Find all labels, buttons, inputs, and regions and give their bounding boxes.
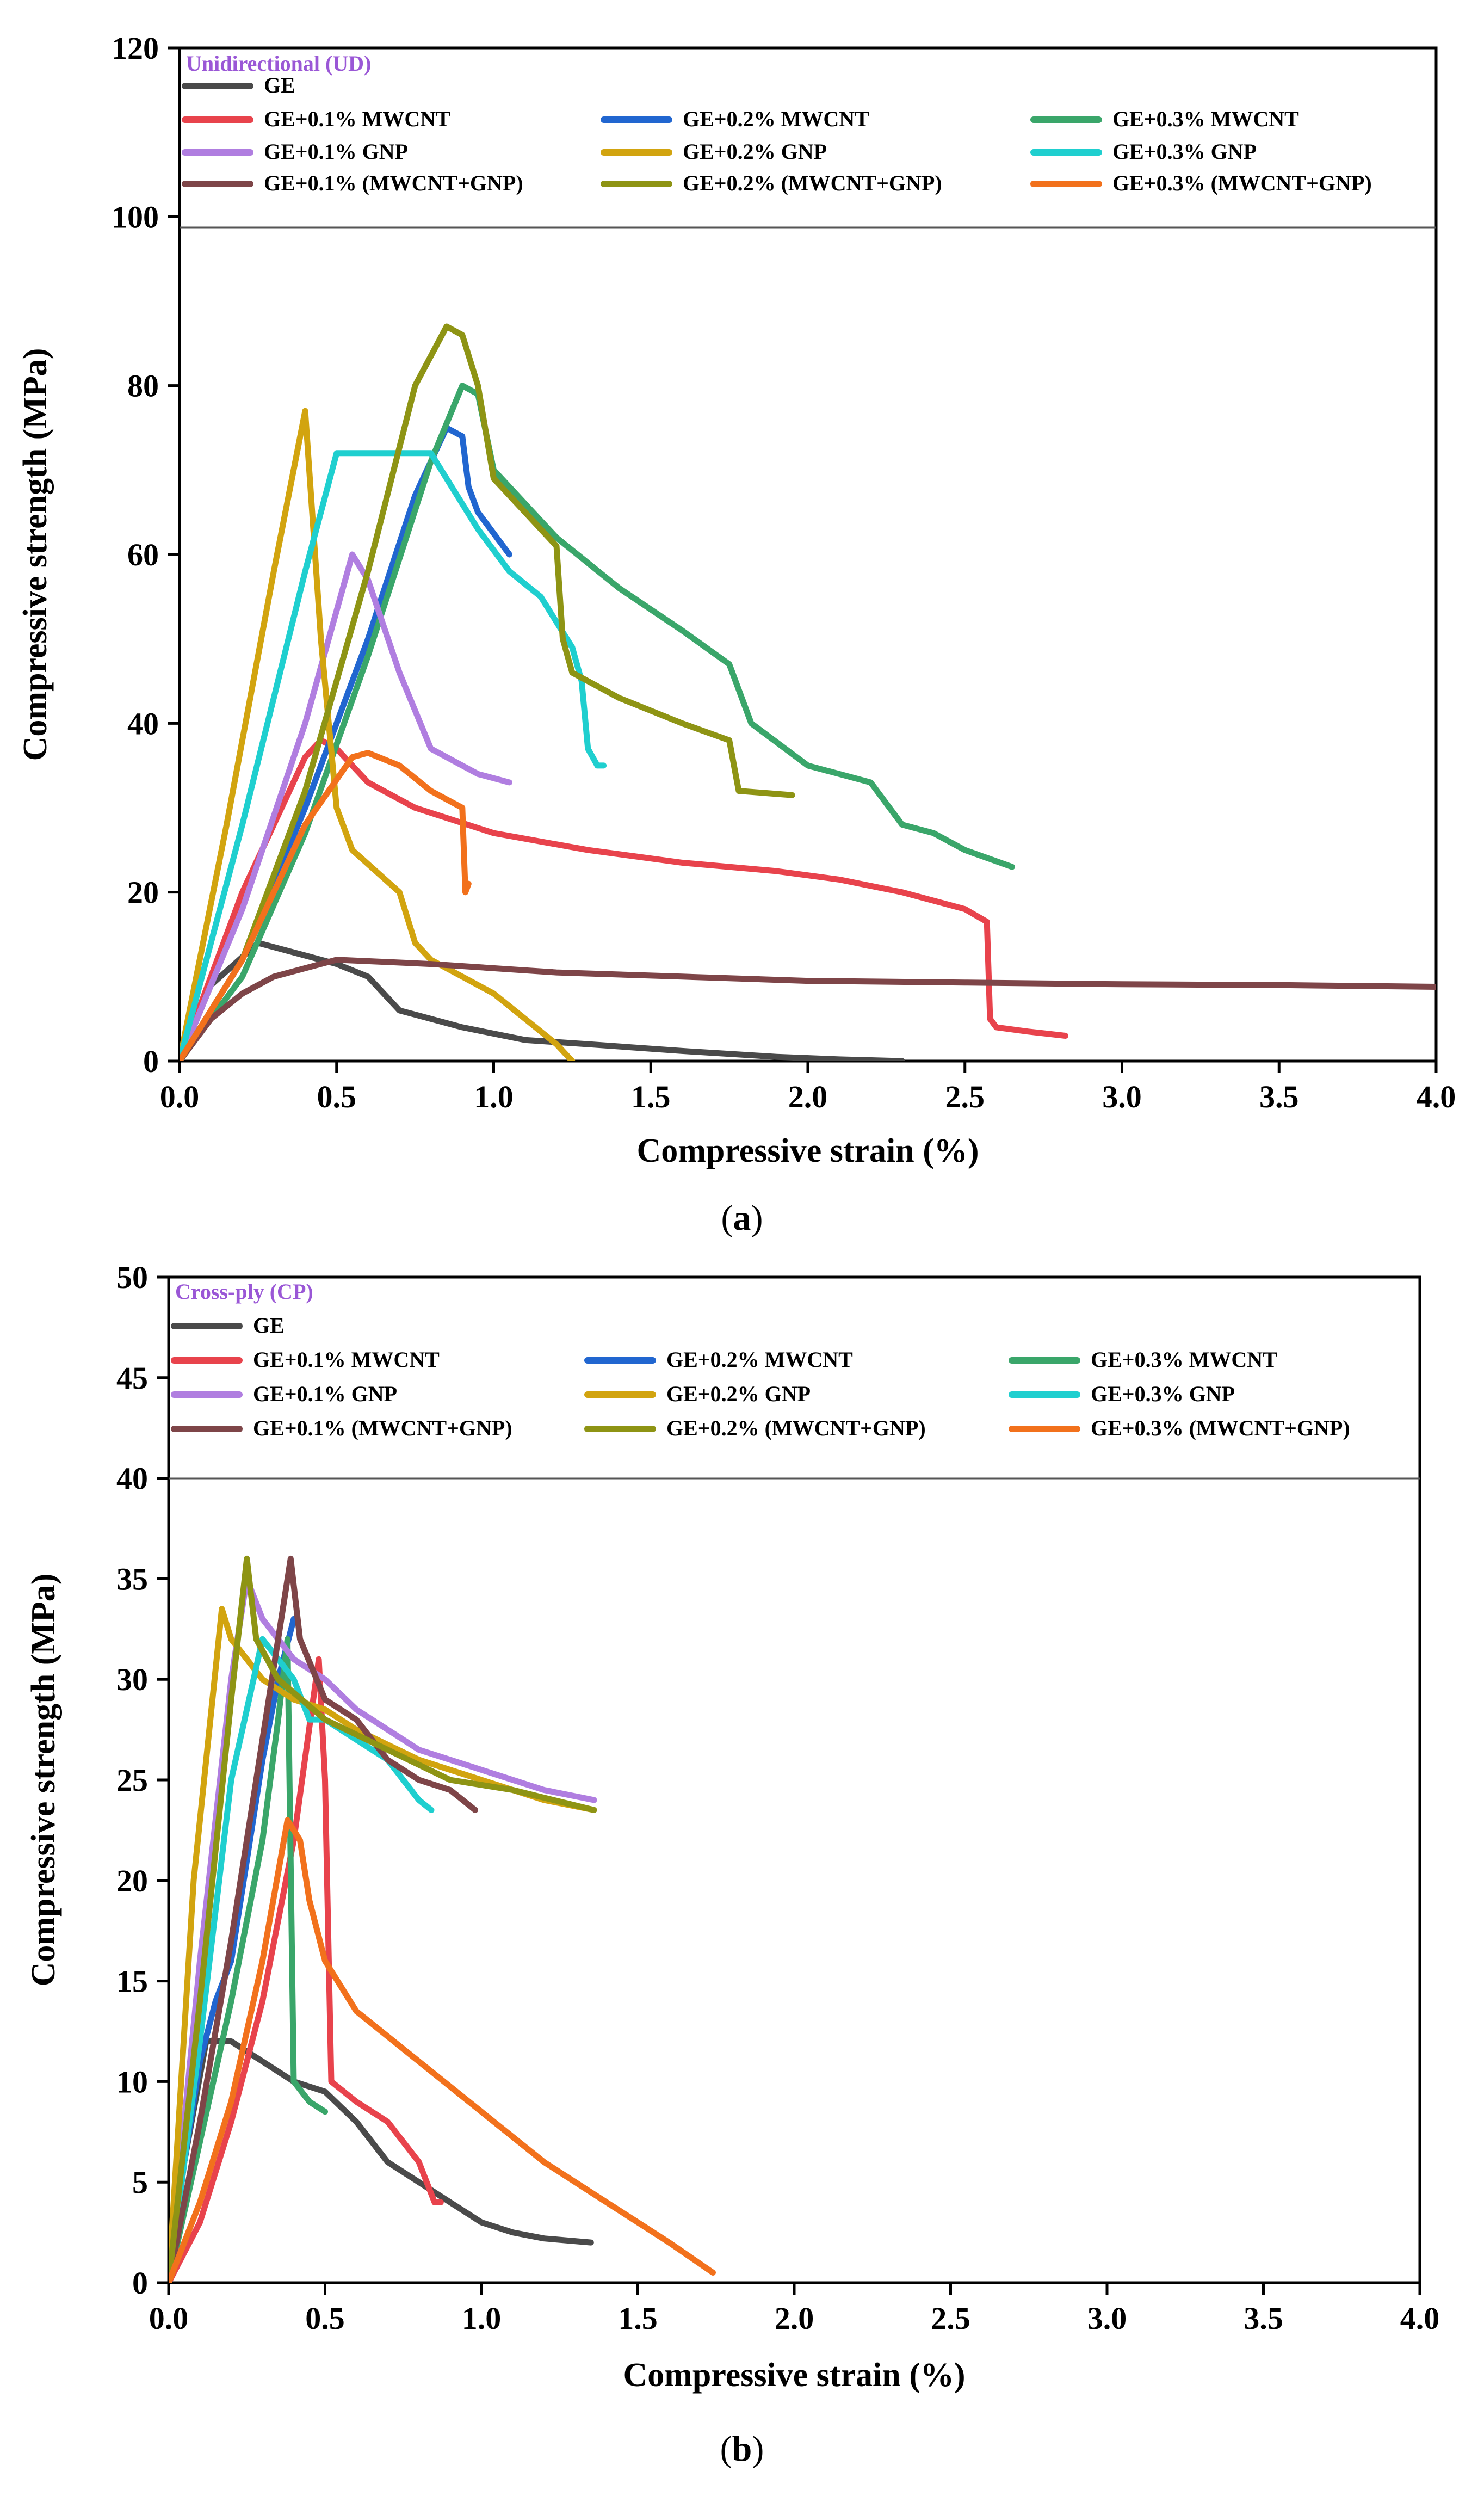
legend-label-ge-0-1-gnp: GE+0.1% GNP (264, 139, 408, 164)
x-tick-label: 1.0 (474, 1079, 514, 1114)
y-tick-label: 40 (127, 706, 159, 741)
x-tick-label: 4.0 (1400, 2301, 1440, 2336)
y-tick-label: 0 (143, 1044, 159, 1079)
x-tick-label: 3.5 (1244, 2301, 1283, 2336)
x-tick-label: 4.0 (1417, 1079, 1456, 1114)
x-tick-label: 2.0 (788, 1079, 828, 1114)
y-tick-label: 5 (132, 2165, 148, 2200)
series-line-ge-0-2-gnp (169, 1606, 597, 2283)
series-line-ge-0-3-gnp (180, 450, 607, 1061)
panel-caption: (a) (721, 1198, 763, 1238)
legend-label-ge-0-1-mwcnt: GE+0.1% MWCNT (264, 107, 450, 131)
y-tick-label: 45 (116, 1360, 148, 1396)
series-line-ge-0-1-mwcnt (169, 1656, 444, 2283)
y-tick-label: 0 (132, 2265, 148, 2301)
y-tick-label: 15 (116, 1964, 148, 1999)
x-tick-label: 2.5 (931, 2301, 970, 2336)
y-tick-label: 60 (127, 537, 159, 572)
x-tick-label: 0.5 (317, 1079, 357, 1114)
series-line-ge-0-2-mwcnt-gnp (169, 1555, 597, 2283)
panel-caption: (b) (720, 2429, 764, 2469)
x-axis-label: Compressive strain (%) (623, 2357, 965, 2394)
y-tick-label: 10 (116, 2064, 148, 2099)
legend-subtitle: Cross-ply (CP) (175, 1279, 313, 1304)
y-axis-label: Compressive strength (MPa) (17, 348, 54, 761)
y-tick-label: 80 (127, 368, 159, 404)
series-line-ge-0-1-mwcnt-gnp (169, 1555, 478, 2283)
series-line-ge-0-3-gnp (169, 1636, 435, 2283)
x-tick-label: 2.0 (775, 2301, 814, 2336)
series-line-ge-0-2-mwcnt-gnp (180, 323, 795, 1061)
y-tick-label: 100 (112, 199, 159, 235)
legend-label-ge: GE (253, 1313, 285, 1338)
legend-label-ge-0-1-mwcnt-gnp: GE+0.1% (MWCNT+GNP) (253, 1416, 512, 1440)
series-group (169, 1555, 716, 2283)
x-tick-label: 1.5 (618, 2301, 658, 2336)
series-group (180, 323, 1436, 1061)
y-tick-label: 25 (116, 1762, 148, 1798)
legend-label-ge-0-3-gnp: GE+0.3% GNP (1091, 1382, 1235, 1406)
x-tick-label: 2.5 (945, 1079, 985, 1114)
series-line-ge-0-2-gnp (180, 408, 576, 1061)
legend-label-ge-0-1-mwcnt: GE+0.1% MWCNT (253, 1347, 440, 1372)
caption-close: ) (752, 2429, 764, 2469)
series-line-ge-0-1-mwcnt-gnp (180, 957, 1436, 1061)
series-line-ge-0-3-mwcnt-gnp (180, 750, 472, 1061)
caption-close: ) (751, 1198, 763, 1238)
y-tick-label: 120 (112, 30, 159, 66)
series-line-ge-0-3-mwcnt (180, 383, 1015, 1061)
legend-label-ge-0-3-mwcnt-gnp: GE+0.3% (MWCNT+GNP) (1091, 1416, 1350, 1440)
x-tick-label: 3.0 (1087, 2301, 1127, 2336)
legend-label-ge-0-1-gnp: GE+0.1% GNP (253, 1382, 397, 1406)
series-line-ge (180, 940, 905, 1061)
x-tick-label: 3.5 (1259, 1079, 1299, 1114)
legend-label-ge-0-2-gnp: GE+0.2% GNP (666, 1382, 811, 1406)
x-tick-label: 3.0 (1102, 1079, 1142, 1114)
series-line-ge-0-1-gnp (180, 551, 512, 1061)
y-tick-label: 20 (116, 1863, 148, 1899)
x-tick-label: 1.0 (462, 2301, 502, 2336)
legend-label-ge-0-2-mwcnt-gnp: GE+0.2% (MWCNT+GNP) (666, 1416, 926, 1440)
legend-label-ge-0-2-mwcnt: GE+0.2% MWCNT (666, 1347, 853, 1372)
x-tick-label: 0.5 (305, 2301, 345, 2336)
caption-letter: b (732, 2429, 752, 2469)
y-tick-label: 40 (116, 1461, 148, 1496)
y-axis-label: Compressive strength (MPa) (25, 1574, 62, 1987)
legend-label-ge-0-2-mwcnt: GE+0.2% MWCNT (683, 107, 869, 131)
panel-b-chart: 0.0 0.5 1.0 1.5 2.0 2.5 3.0 3.5 4.0 0 5 10 15 20 25 30 3… (25, 1260, 1439, 2469)
caption-letter: a (733, 1198, 751, 1238)
legend-label-ge: GE (264, 73, 295, 97)
caption-open: ( (720, 2429, 732, 2469)
legend-label-ge-0-3-mwcnt: GE+0.3% MWCNT (1091, 1347, 1277, 1372)
legend-label-ge-0-3-mwcnt-gnp: GE+0.3% (MWCNT+GNP) (1112, 171, 1372, 195)
legend-label-ge-0-2-mwcnt-gnp: GE+0.2% (MWCNT+GNP) (683, 171, 942, 195)
legend-label-ge-0-2-gnp: GE+0.2% GNP (683, 139, 827, 164)
y-tick-label: 20 (127, 875, 159, 910)
x-axis-label: Compressive strain (%) (636, 1132, 979, 1169)
panel-a-chart: 0.0 0.5 1.0 1.5 2.0 2.5 3.0 3.5 4.0 0 20 40 60 80 100 1… (17, 30, 1456, 1238)
caption-open: ( (721, 1198, 733, 1238)
y-tick-label: 30 (116, 1662, 148, 1697)
y-tick-label: 50 (116, 1260, 148, 1295)
series-line-ge-0-3-mwcnt (169, 1636, 328, 2283)
legend-label-ge-0-3-mwcnt: GE+0.3% MWCNT (1112, 107, 1299, 131)
series-line-ge-0-3-mwcnt-gnp (169, 1817, 716, 2283)
legend-label-ge-0-1-mwcnt-gnp: GE+0.1% (MWCNT+GNP) (264, 171, 523, 195)
legend-subtitle: Unidirectional (UD) (186, 51, 371, 76)
x-tick-label: 1.5 (631, 1079, 671, 1114)
x-tick-label: 0.0 (160, 1079, 200, 1114)
y-tick-label: 35 (116, 1561, 148, 1597)
legend-label-ge-0-3-gnp: GE+0.3% GNP (1112, 139, 1257, 164)
x-tick-label: 0.0 (149, 2301, 189, 2336)
